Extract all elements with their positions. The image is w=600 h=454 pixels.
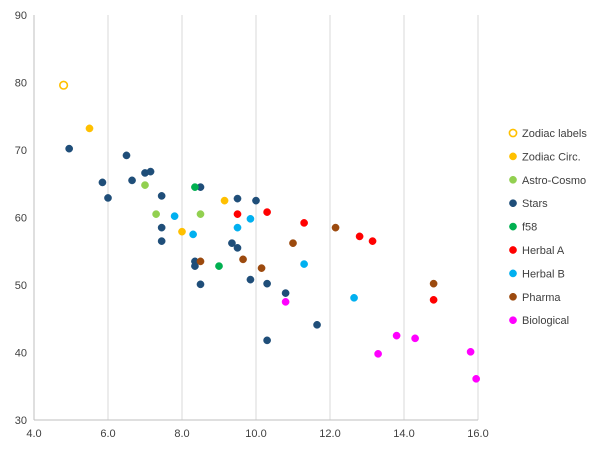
y-tick-label: 90 — [15, 10, 27, 22]
legend-label: Herbal A — [522, 245, 565, 257]
data-point-herbal-b — [300, 260, 308, 268]
data-point-herbal-a — [368, 237, 377, 245]
data-point-herbal-a — [429, 296, 438, 304]
legend-marker — [509, 246, 517, 254]
tick-labels: 4.0 6.0 8.0 10.0 12.0 14.0 16.0 30 40 50 60 70 80 90 — [15, 10, 489, 440]
legend-label: Stars — [522, 198, 548, 210]
data-point-herbal-a — [300, 219, 308, 227]
data-point-herbal-b — [246, 215, 255, 223]
x-tick-label: 8.0 — [174, 428, 189, 440]
legend-label: Herbal B — [522, 268, 565, 280]
data-point-biological — [374, 350, 382, 358]
data-point-stars — [196, 280, 205, 289]
legend-marker — [509, 222, 517, 231]
data-point-herbal-b — [189, 230, 197, 239]
data-point-stars — [263, 336, 271, 345]
data-point-stars — [233, 244, 242, 252]
data-point-herbal-b — [233, 223, 242, 232]
legend-marker — [509, 199, 517, 208]
grid-lines — [107, 15, 479, 420]
data-point-stars — [104, 194, 112, 202]
x-tick-label: 16.0 — [467, 428, 488, 440]
data-point-pharma — [239, 255, 247, 264]
data-point-astro-cosmo — [141, 181, 149, 189]
legend-label: Biological — [522, 315, 569, 327]
legend-marker — [509, 316, 517, 325]
data-point-pharma — [289, 239, 297, 247]
y-tick-label: 50 — [15, 280, 27, 292]
data-point-biological — [411, 334, 419, 343]
legend-label: f58 — [522, 222, 537, 234]
data-point-stars — [146, 167, 155, 176]
data-point-stars — [157, 237, 166, 245]
x-tick-label: 10.0 — [245, 428, 266, 440]
legend-marker — [509, 292, 517, 301]
data-point-biological — [472, 374, 480, 383]
data-point-f58 — [191, 183, 199, 191]
data-point-stars — [281, 289, 290, 297]
data-point-stars — [191, 262, 199, 270]
legend-label: Zodiac labels — [522, 128, 587, 140]
data-point-astro-cosmo — [196, 210, 205, 218]
legend-label: Pharma — [522, 292, 561, 304]
data-point-stars — [122, 151, 131, 160]
data-point-stars — [228, 239, 236, 247]
data-point-stars — [233, 194, 242, 203]
data-point-stars — [252, 196, 260, 205]
legend-label: Astro-Cosmo — [522, 175, 586, 187]
data-point-stars — [246, 275, 255, 284]
legend-marker — [509, 152, 517, 161]
data-point-stars — [157, 192, 166, 200]
data-point-stars — [128, 176, 136, 185]
data-point-f58 — [215, 262, 223, 270]
y-tick-label: 40 — [15, 348, 27, 360]
legend-marker — [508, 128, 518, 138]
data-point-zodiac-circ- — [85, 124, 94, 133]
data-point-biological — [392, 331, 401, 340]
data-point-herbal-a — [355, 232, 364, 241]
data-points — [58, 80, 480, 383]
legend: Zodiac labels Zodiac Circ. Astro-Cosmo Star… — [508, 128, 587, 327]
data-point-zodiac-circ- — [220, 196, 229, 205]
x-tick-label: 4.0 — [26, 428, 41, 440]
data-point-pharma — [196, 257, 205, 266]
legend-marker — [509, 269, 517, 278]
y-tick-label: 80 — [15, 78, 27, 90]
x-tick-label: 14.0 — [393, 428, 414, 440]
y-tick-label: 60 — [15, 213, 27, 225]
y-tick-label: 70 — [15, 145, 27, 157]
data-point-stars — [65, 144, 74, 153]
data-point-stars — [263, 279, 271, 288]
data-point-astro-cosmo — [152, 210, 160, 218]
data-point-pharma — [257, 264, 266, 272]
data-point-stars — [313, 320, 321, 329]
data-point-pharma — [429, 279, 438, 288]
data-point-zodiac-circ- — [178, 227, 186, 236]
legend-marker — [509, 175, 517, 184]
data-point-biological — [466, 347, 475, 356]
axes — [33, 15, 478, 421]
data-point-pharma — [331, 223, 340, 232]
x-tick-label: 6.0 — [100, 428, 115, 440]
data-point-herbal-b — [170, 212, 179, 220]
data-point-herbal-b — [350, 293, 358, 302]
y-tick-label: 30 — [15, 415, 27, 427]
x-tick-label: 12.0 — [319, 428, 340, 440]
data-point-herbal-a — [233, 210, 242, 218]
data-point-stars — [157, 223, 166, 232]
data-point-herbal-a — [263, 208, 271, 216]
data-point-zodiac-labels — [58, 80, 69, 90]
data-point-stars — [98, 178, 107, 187]
legend-label: Zodiac Circ. — [522, 151, 581, 163]
data-point-biological — [281, 298, 290, 306]
